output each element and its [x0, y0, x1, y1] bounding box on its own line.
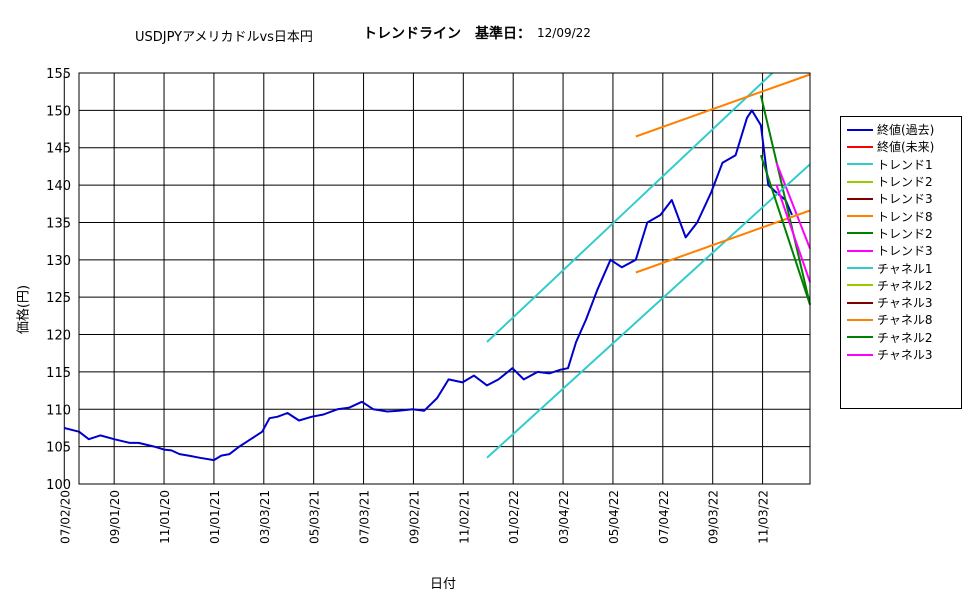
series-line-13 — [775, 184, 811, 283]
legend-item: トレンド1 — [847, 156, 961, 173]
legend-swatch — [847, 163, 873, 166]
legend-item: 終値(過去) — [847, 121, 961, 138]
legend-item: チャネル8 — [847, 311, 961, 328]
legend-swatch — [847, 353, 873, 356]
x-tick-label: 09/01/20 — [108, 490, 122, 544]
legend-label: チャネル1 — [877, 261, 933, 276]
trend-title: トレンドライン 基準日： — [363, 26, 531, 42]
legend-label: トレンド3 — [877, 244, 933, 259]
legend-label: 終値(過去) — [877, 123, 935, 138]
x-tick-label: 11/01/20 — [158, 490, 172, 544]
legend-swatch — [847, 232, 873, 235]
legend-label: チャネル2 — [877, 330, 933, 345]
x-tick-label: 03/03/21 — [258, 490, 272, 544]
x-tick-label: 09/03/22 — [707, 490, 721, 544]
series-line-6 — [759, 95, 811, 305]
y-tick-labels: 100 105 110 115 120 125 130 135 140 145 150 155 — [46, 67, 71, 493]
series-line-0 — [64, 109, 793, 462]
y-tick-label: 125 — [46, 291, 71, 306]
x-tick-label: 03/04/22 — [557, 490, 571, 544]
x-tick-label: 05/04/22 — [607, 490, 621, 544]
series-line-7 — [775, 162, 811, 249]
grid — [63, 72, 810, 485]
y-axis-label: 価格(円) — [16, 284, 32, 335]
legend-swatch — [847, 267, 873, 270]
x-tick-label: 07/02/20 — [58, 490, 72, 544]
y-tick-label: 110 — [46, 403, 71, 418]
y-tick-label: 150 — [46, 104, 71, 119]
x-tick-labels: 07/02/20 09/01/20 11/01/20 01/01/21 03/03/21… — [58, 490, 770, 544]
legend-swatch — [847, 284, 873, 287]
y-tick-label: 135 — [46, 216, 71, 231]
legend-swatch — [847, 249, 873, 252]
legend-item: チャネル3 — [847, 294, 961, 311]
y-tick-label: 145 — [46, 142, 71, 157]
x-tick-label: 05/03/21 — [308, 490, 322, 544]
legend-label: チャネル3 — [877, 348, 933, 362]
x-tick-label: 07/04/22 — [657, 490, 671, 544]
plot-frame — [78, 72, 811, 485]
legend-item: 終値(未来) — [847, 138, 961, 155]
legend-item: チャネル1 — [847, 259, 961, 276]
legend-swatch — [847, 180, 873, 183]
legend-swatch — [847, 145, 873, 148]
series-line-2 — [486, 72, 774, 343]
x-axis-label: 日付 — [430, 577, 457, 592]
x-tick-label: 09/02/21 — [407, 490, 421, 544]
chart-title: USDJPYアメリカドルvs日本円 — [135, 30, 313, 45]
series-line-5 — [635, 73, 811, 138]
legend-swatch — [847, 197, 873, 200]
legend-item: チャネル2 — [847, 329, 961, 346]
series-line-11 — [635, 209, 811, 274]
legend-label: チャネル2 — [877, 278, 933, 293]
legend-item: チャネル3 — [847, 346, 961, 363]
legend-item: トレンド3 — [847, 242, 961, 259]
x-tick-label: 01/02/22 — [507, 490, 521, 544]
legend-label: チャネル8 — [877, 313, 933, 328]
y-tick-label: 130 — [46, 254, 71, 269]
legend-label: チャネル3 — [877, 296, 933, 311]
y-tick-label: 115 — [46, 366, 71, 381]
x-tick-label: 07/03/21 — [358, 490, 372, 544]
x-tick-label: 11/02/21 — [457, 490, 471, 544]
y-tick-label: 140 — [46, 179, 71, 194]
legend-label: トレンド2 — [877, 226, 933, 241]
legend-label: トレンド8 — [877, 209, 933, 224]
legend-swatch — [847, 318, 873, 321]
series-line-8 — [486, 163, 811, 459]
legend: 終値(過去) 終値(未来) トレンド1 トレンド2 トレンド3 トレンド8 トレンド2 トレン… — [840, 116, 962, 409]
legend-swatch — [847, 128, 873, 131]
legend-item: トレンド3 — [847, 190, 961, 207]
x-tick-label: 01/01/21 — [208, 490, 222, 544]
legend-swatch — [847, 336, 873, 339]
legend-swatch — [847, 215, 873, 218]
y-tick-label: 100 — [46, 478, 71, 493]
base-date: 12/09/22 — [537, 26, 591, 40]
legend-label: トレンド3 — [877, 192, 933, 207]
series-line-12 — [759, 154, 811, 306]
y-tick-label: 120 — [46, 329, 71, 344]
legend-item: トレンド2 — [847, 225, 961, 242]
x-tick-label: 11/03/22 — [757, 490, 771, 544]
legend-label: トレンド1 — [877, 157, 933, 172]
y-tick-label: 105 — [46, 441, 71, 456]
y-tick-label: 155 — [46, 67, 71, 82]
legend-item: トレンド8 — [847, 207, 961, 224]
legend-item: チャネル2 — [847, 277, 961, 294]
legend-item: トレンド2 — [847, 173, 961, 190]
legend-label: 終値(未来) — [877, 140, 935, 155]
legend-label: トレンド2 — [877, 175, 933, 190]
series-layer — [64, 72, 811, 462]
legend-swatch — [847, 301, 873, 304]
